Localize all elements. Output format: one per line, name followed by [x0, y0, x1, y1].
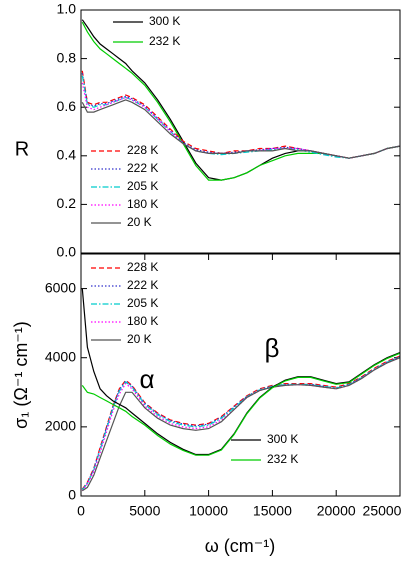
legend-label: 300 K: [149, 14, 180, 28]
y-axis-label: σ₁ (Ω⁻¹ cm⁻¹): [11, 321, 31, 429]
y-tick-label: 0.0: [57, 244, 77, 260]
legend-label: 180 K: [127, 197, 158, 211]
y-axis-label: R: [15, 138, 29, 160]
legend-label: 232 K: [149, 34, 180, 48]
legend-label: 228 K: [127, 260, 158, 274]
x-tick-label: 15000: [253, 503, 292, 519]
data-line: [81, 288, 401, 456]
y-tick-label: 0: [68, 487, 76, 503]
legend-label: 20 K: [127, 215, 152, 229]
y-tick-label: 4000: [45, 348, 76, 364]
annotation: α: [139, 364, 154, 394]
plot-frame: [80, 9, 401, 254]
x-tick-label: 20000: [317, 503, 356, 519]
legend-label: 20 K: [127, 332, 152, 346]
annotation: β: [265, 333, 280, 363]
y-tick-label: 0.4: [57, 147, 77, 163]
y-tick-label: 2000: [45, 418, 76, 434]
legend-label: 232 K: [267, 452, 298, 466]
legend-label: 205 K: [127, 179, 158, 193]
data-line: [81, 357, 401, 492]
legend-label: 228 K: [127, 143, 158, 157]
y-tick-label: 6000: [45, 279, 76, 295]
legend-label: 222 K: [127, 161, 158, 175]
legend-label: 300 K: [267, 432, 298, 446]
legend-label: 205 K: [127, 296, 158, 310]
data-line: [81, 352, 401, 456]
y-tick-label: 0.8: [57, 49, 77, 65]
legend-label: 180 K: [127, 314, 158, 328]
data-line: [81, 356, 401, 491]
x-tick-label: 25000: [363, 503, 402, 519]
y-tick-label: 0.2: [57, 195, 77, 211]
x-axis-label: ω (cm⁻¹): [205, 536, 276, 556]
y-tick-label: 1.0: [57, 1, 77, 17]
plot-frame: [80, 253, 401, 497]
y-tick-label: 0.6: [57, 98, 77, 114]
x-tick-label: 0: [77, 503, 85, 519]
legend-label: 222 K: [127, 278, 158, 292]
data-line: [81, 99, 401, 159]
data-line: [81, 75, 401, 159]
x-tick-label: 5000: [129, 503, 160, 519]
data-line: [81, 357, 401, 492]
data-line: [81, 355, 401, 490]
x-tick-label: 10000: [189, 503, 228, 519]
